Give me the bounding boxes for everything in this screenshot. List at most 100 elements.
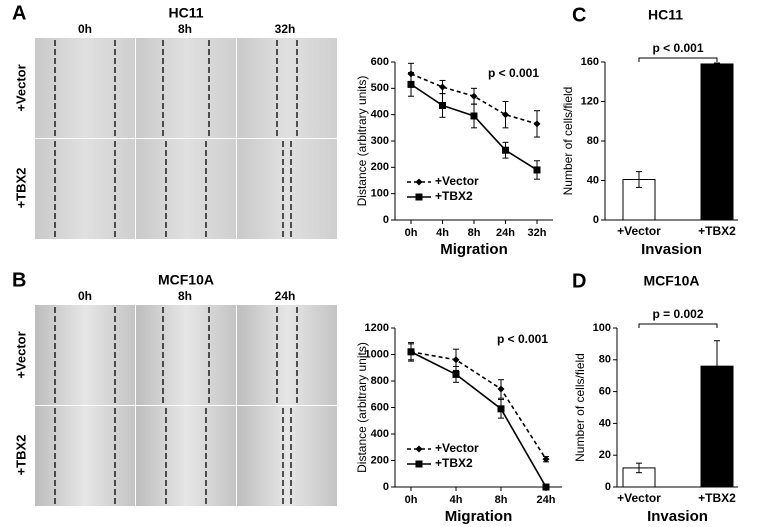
panel-letter: C <box>572 4 586 26</box>
panel-title: HC11 <box>168 5 203 21</box>
marker <box>470 112 478 120</box>
y-tick-label: 400 <box>371 428 389 440</box>
x-tick-label: +Vector <box>617 224 661 238</box>
x-tick-label: 24h <box>537 494 556 506</box>
annotation: p < 0.001 <box>488 66 539 80</box>
y-tick-label: 120 <box>581 95 599 107</box>
micrograph <box>136 139 236 239</box>
y-tick-label: 0 <box>605 481 611 493</box>
chart-title: MCF10A <box>643 273 699 289</box>
x-tick-label: 24h <box>496 227 515 239</box>
marker <box>502 111 509 119</box>
marker <box>533 120 541 128</box>
marker <box>452 356 460 364</box>
column-label: 8h <box>178 289 192 303</box>
legend-label: +TBX2 <box>435 189 473 203</box>
y-tick-label: 200 <box>371 161 389 173</box>
y-tick-label: 100 <box>371 188 389 200</box>
y-axis-label: Number of cells/field <box>573 353 587 462</box>
y-tick-label: 60 <box>599 386 611 398</box>
x-tick-label: 0h <box>405 494 418 506</box>
micrograph <box>35 38 135 138</box>
y-tick-label: 0 <box>383 214 389 226</box>
row-label: +TBX2 <box>13 435 28 476</box>
y-tick-label: 800 <box>371 375 389 387</box>
marker <box>542 483 550 491</box>
bar <box>700 63 734 221</box>
micrograph <box>237 139 337 239</box>
micrograph <box>237 406 337 506</box>
significance-bracket <box>638 323 718 328</box>
legend-label: +Vector <box>435 441 479 455</box>
x-tick-label: 8h <box>468 227 481 239</box>
y-axis-label: Distance (arbitrary units) <box>355 342 369 473</box>
x-tick-label: 4h <box>436 227 449 239</box>
x-tick-label: +TBX2 <box>698 491 736 505</box>
y-axis-label: Distance (arbitrary units) <box>355 76 369 207</box>
marker <box>470 92 478 100</box>
column-label: 24h <box>275 289 296 303</box>
marker <box>415 178 423 186</box>
y-tick-label: 600 <box>371 401 389 413</box>
y-tick-label: 0 <box>593 214 599 226</box>
micrograph <box>35 139 135 239</box>
row-label: +Vector <box>13 331 28 378</box>
marker <box>452 370 460 378</box>
marker <box>533 166 541 174</box>
micrograph <box>136 406 236 506</box>
series-line <box>410 351 547 488</box>
x-tick-label: 8h <box>495 494 508 506</box>
x-axis-label: Migration <box>440 241 508 258</box>
y-tick-label: 200 <box>371 454 389 466</box>
x-axis-label: Migration <box>445 508 513 525</box>
chart-title: HC11 <box>648 7 683 23</box>
y-axis-label: Number of cells/field <box>561 87 575 196</box>
marker <box>415 460 423 468</box>
micrograph <box>35 305 135 405</box>
annotation: p = 0.002 <box>652 307 703 321</box>
marker <box>407 348 415 356</box>
marker <box>407 80 415 88</box>
marker <box>497 405 505 413</box>
x-axis-label: Invasion <box>641 241 702 258</box>
y-tick-label: 80 <box>599 354 611 366</box>
x-tick-label: +TBX2 <box>698 224 736 238</box>
x-tick-label: 0h <box>405 227 418 239</box>
panel-title: MCF10A <box>158 272 214 288</box>
y-tick-label: 160 <box>581 56 599 68</box>
column-label: 8h <box>178 22 192 36</box>
marker <box>415 193 423 201</box>
y-tick-label: 300 <box>371 135 389 147</box>
panel-letter: D <box>572 270 586 292</box>
micrograph <box>35 406 135 506</box>
legend-label: +Vector <box>435 174 479 188</box>
panel-letter: B <box>12 269 26 291</box>
y-tick-label: 100 <box>593 322 611 334</box>
series-line <box>410 351 547 460</box>
x-tick-label: 4h <box>450 494 463 506</box>
y-tick-label: 400 <box>371 109 389 121</box>
y-tick-label: 20 <box>599 449 611 461</box>
column-label: 0h <box>78 289 92 303</box>
annotation: p < 0.001 <box>497 332 548 346</box>
y-tick-label: 1200 <box>365 322 389 334</box>
marker <box>415 445 423 453</box>
row-label: +Vector <box>13 64 28 111</box>
x-axis-label: Invasion <box>647 508 708 525</box>
y-tick-label: 40 <box>587 174 599 186</box>
micrograph <box>136 38 236 138</box>
marker <box>497 385 505 393</box>
x-tick-label: +Vector <box>617 491 661 505</box>
marker <box>502 146 509 154</box>
x-tick-label: 32h <box>528 227 547 239</box>
y-tick-label: 40 <box>599 417 611 429</box>
annotation: p < 0.001 <box>652 41 703 55</box>
y-tick-label: 80 <box>587 135 599 147</box>
column-label: 32h <box>275 22 296 36</box>
marker <box>542 455 550 463</box>
significance-bracket <box>638 57 718 62</box>
marker <box>439 101 446 109</box>
micrograph <box>136 305 236 405</box>
y-tick-label: 1000 <box>365 348 389 360</box>
